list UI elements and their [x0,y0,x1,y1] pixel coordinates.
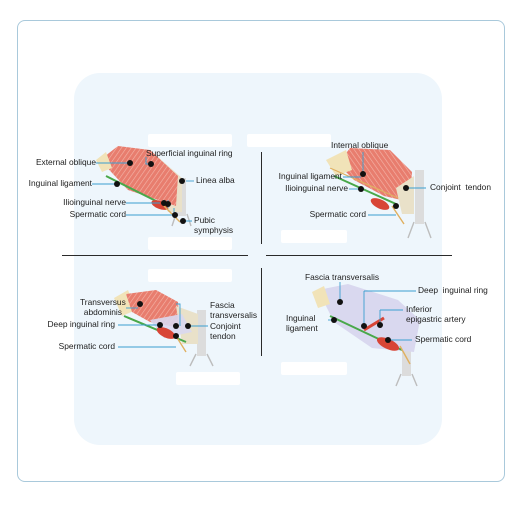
cord-tail [175,335,187,353]
fascia-aponeurosis [312,286,330,308]
label-inferior-epigastric-artery: Inferior epigastric artery [406,304,466,324]
placeholder-bar [247,134,331,147]
pubic-bone-shape [395,373,418,387]
label-deep-inguinal-ring: Deep inguinal ring [47,319,115,329]
cord-tail [391,205,405,225]
placeholder-bar [281,362,347,375]
label-ilioinguinal-nerve: Ilioinguinal nerve [63,197,126,207]
placeholder-bar [148,237,232,250]
horizontal-divider-left [62,255,248,257]
vertical-divider-bottom [261,268,263,356]
label-spermatic-cord: Spermatic cord [58,341,115,351]
horizontal-divider-right [266,255,452,257]
vertical-divider-top [261,152,263,244]
conjoint-tendon-shape [396,176,414,214]
linea-alba-shape [197,310,206,356]
label-spermatic-cord: Spermatic cord [415,334,472,344]
external-oblique-edge [96,152,112,172]
label-linea-alba: Linea alba [196,175,235,185]
label-ilioinguinal-nerve: Ilioinguinal nerve [285,183,348,193]
label-fascia-transversalis: Fascia transversalis [210,300,258,320]
inguinal-ligament-line [329,167,399,199]
label-spermatic-cord: Spermatic cord [69,209,126,219]
panel-bottom-right-illustration [312,284,420,387]
label-spermatic-cord: Spermatic cord [309,209,366,219]
label-internal-oblique: Internal oblique [331,140,389,150]
linea-alba-shape [415,170,424,224]
placeholder-bar [148,134,232,147]
label-pubic-symphysis: Pubic symphysis [194,215,234,235]
pubic-bone-shape [189,353,214,367]
label-inguinal-ligament: Inguinal ligament [278,171,342,181]
panel-top-left-illustration [96,146,192,227]
panel-top-right-illustration [326,148,432,239]
label-inguinal-ligament: Inguinal ligament [286,313,318,333]
label-deep-inguinal-ring: Deep inguinal ring [418,285,488,295]
placeholder-bar [176,372,240,385]
placeholder-bar [281,230,347,243]
linea-alba-shape [402,336,411,376]
cord-tail [163,205,181,223]
markers [114,160,409,343]
placeholder-bar [148,269,232,282]
label-superficial-inguinal-ring: Superficial inguinal ring [146,148,233,158]
panel-bottom-left-illustration [114,290,214,367]
internal-oblique-muscle [338,148,412,202]
label-inguinal-ligament: Inguinal ligament [28,178,92,188]
ilioinguinal-nerve-line [333,175,397,205]
external-oblique-muscle [100,146,178,206]
label-external-oblique: External oblique [35,157,96,167]
cord-tail [399,345,411,365]
inferior-epigastric-artery-shape [363,316,385,332]
spermatic-cord-shape [370,198,390,210]
label-fascia-transversalis: Fascia transversalis [305,272,380,282]
fascia-transversalis-shape [318,284,420,352]
label-conjoint-tendon: Conjoint tendon [430,182,491,192]
label-conjoint-tendon: Conjoint tendon [210,321,241,341]
label-transversus-abdominis: Transversus abdominis [80,297,126,317]
spermatic-cord-shape [376,337,400,351]
pubic-bone-shape [407,221,432,239]
spermatic-cord-shape [156,327,176,339]
